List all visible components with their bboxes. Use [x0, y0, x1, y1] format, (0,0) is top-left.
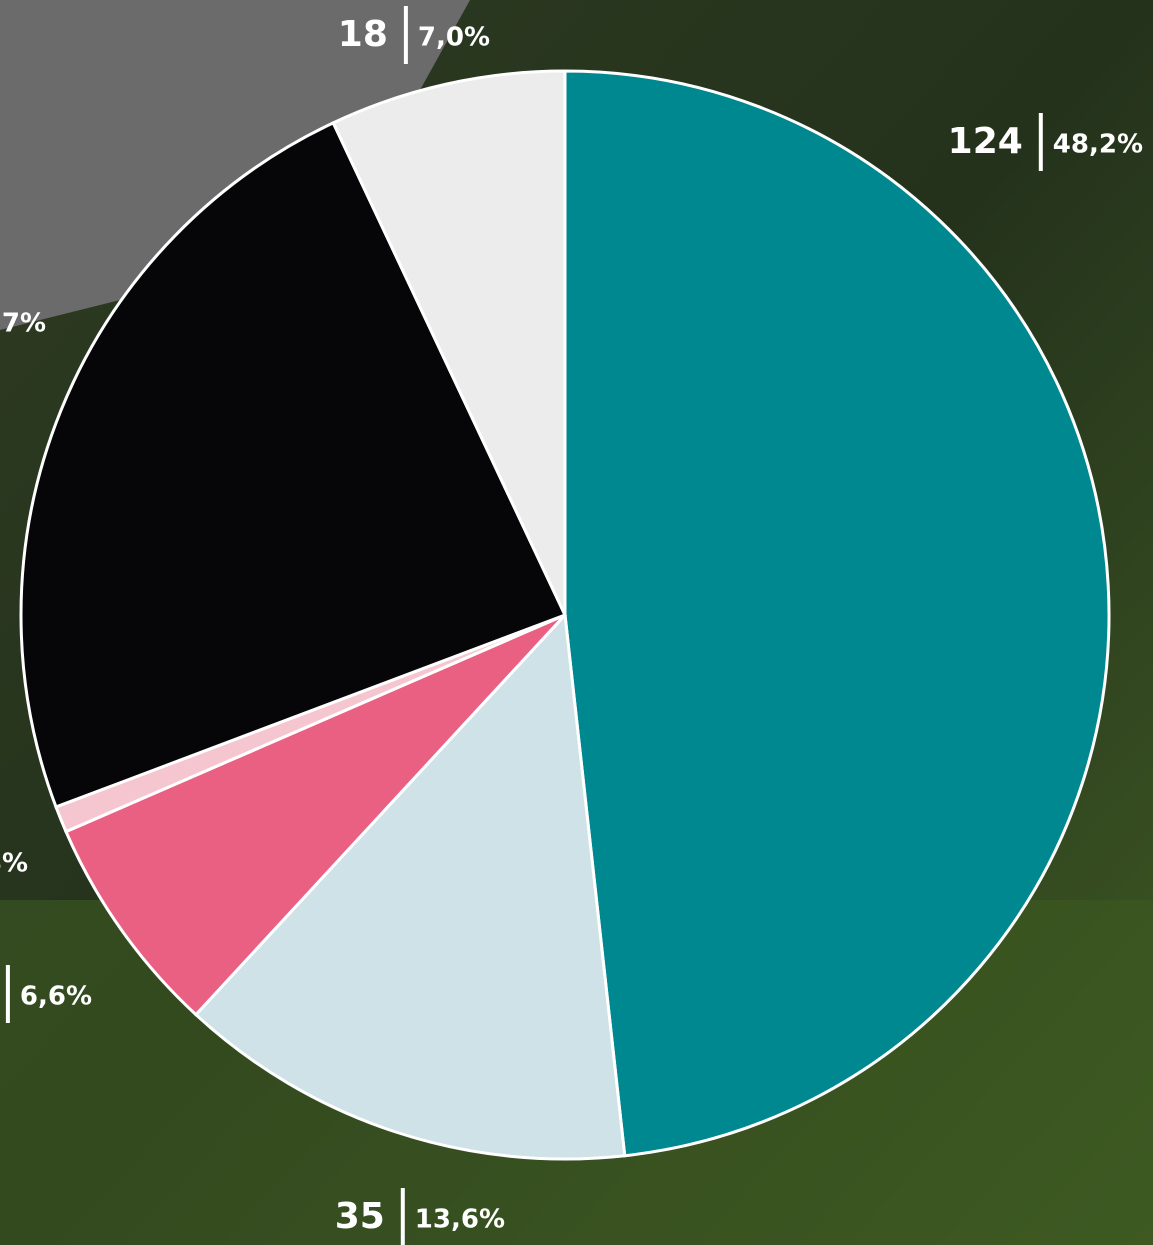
percent-label: 23,7%	[0, 309, 46, 339]
percent-label: 7,0%	[418, 23, 490, 53]
background-sky	[0, 0, 470, 330]
count-label: 35	[335, 1196, 385, 1237]
count-label: 124	[948, 121, 1023, 162]
count-label: 18	[338, 14, 388, 55]
pie	[19, 69, 1111, 1161]
pie-slice	[331, 69, 567, 616]
percent-label: 6,6%	[20, 982, 92, 1012]
pie-slice	[19, 120, 568, 809]
pie-slice	[193, 611, 627, 1161]
pie-slice	[563, 69, 1111, 1158]
percent-label: 0,8%	[0, 849, 28, 879]
percent-label: 13,6%	[415, 1205, 505, 1235]
percent-label: 48,2%	[1053, 130, 1143, 160]
pie-slice	[64, 613, 567, 1017]
